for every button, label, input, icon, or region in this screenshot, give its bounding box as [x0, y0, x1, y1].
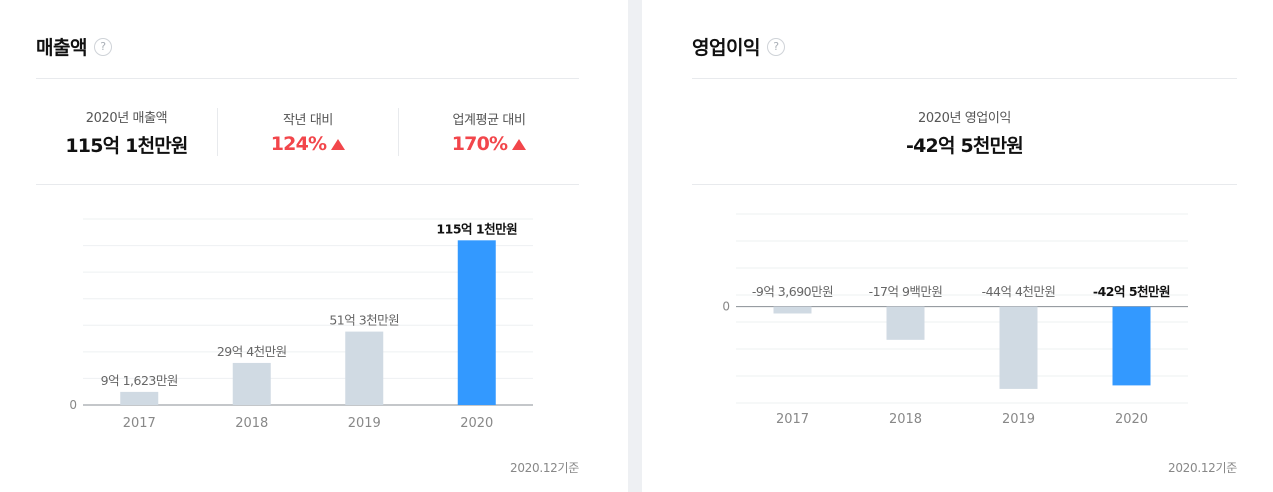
- bar-2020: [1112, 306, 1151, 386]
- operating-panel: 영업이익 ? 2020년 영업이익 -42억 5천만원 0 -9억 3,690만원…: [692, 0, 1237, 492]
- help-icon[interactable]: ?: [93, 37, 112, 56]
- x-tick-label: 2020: [460, 416, 493, 431]
- summary-value-text: 124%: [270, 133, 327, 155]
- bar-2018: [232, 362, 271, 405]
- x-tick-label: 2019: [1002, 412, 1035, 427]
- up-triangle-icon: [512, 138, 527, 150]
- operating-title: 영업이익 ?: [692, 33, 785, 60]
- bar-2017: [773, 306, 812, 314]
- bar-2019: [345, 331, 384, 405]
- summary-value-text: 115억 1천만원: [65, 134, 188, 157]
- summary-operating-2020: 2020년 영업이익 -42억 5천만원: [906, 108, 1024, 158]
- help-icon[interactable]: ?: [766, 37, 785, 56]
- bar-2019: [999, 306, 1038, 389]
- x-tick-label: 2019: [348, 416, 381, 431]
- summary-yoy: 작년 대비 124%: [217, 108, 398, 156]
- data-label: 115억 1천만원: [436, 221, 517, 236]
- summary-value-text: 170%: [451, 133, 508, 155]
- bar-2017: [120, 391, 159, 405]
- data-label: 9억 1,623만원: [101, 373, 178, 388]
- data-label: 51억 3천만원: [329, 313, 399, 328]
- operating-footer: 2020.12기준: [1167, 461, 1237, 475]
- header-divider: [36, 78, 579, 79]
- summary-value: 124%: [271, 133, 346, 155]
- summary-label: 작년 대비: [283, 113, 333, 128]
- summary-revenue-2020: 2020년 매출액 115억 1천만원: [36, 108, 217, 158]
- revenue-bar-chart: 0 9억 1,623만원 2017 29억 4천만원 2018 51억 3천만원 2019 1…: [69, 218, 533, 431]
- x-tick-label: 2018: [889, 412, 922, 427]
- data-label: -17억 9백만원: [869, 284, 943, 299]
- data-label: 29억 4천만원: [217, 344, 287, 359]
- x-tick-label: 2018: [235, 416, 268, 431]
- summary-label: 2020년 매출액: [85, 110, 168, 126]
- bar-2018: [886, 306, 925, 340]
- revenue-title-text: 매출액: [36, 37, 87, 59]
- summary-value: -42억 5천만원: [906, 131, 1024, 158]
- operating-summary: 2020년 영업이익 -42억 5천만원: [692, 80, 1237, 184]
- y-tick-label: 0: [69, 398, 77, 412]
- up-triangle-icon: [331, 138, 346, 150]
- x-tick-label: 2017: [776, 412, 809, 427]
- summary-divider: [692, 184, 1237, 185]
- revenue-footer: 2020.12기준: [509, 461, 579, 475]
- operating-title-text: 영업이익: [692, 37, 760, 59]
- panel-divider: [628, 0, 642, 492]
- data-label: -42억 5천만원: [1093, 284, 1170, 299]
- summary-value: 170%: [452, 133, 527, 155]
- summary-label: 업계평균 대비: [452, 113, 526, 128]
- summary-industry: 업계평균 대비 170%: [398, 108, 579, 156]
- data-label: -44억 4천만원: [982, 284, 1056, 299]
- revenue-title: 매출액 ?: [36, 33, 112, 60]
- y-tick-label: 0: [722, 300, 730, 314]
- operating-bar-chart: 0 -9억 3,690만원 2017 -17억 9백만원 2018 -44억 4천만원 20…: [722, 213, 1188, 427]
- revenue-summary: 2020년 매출액 115억 1천만원 작년 대비 124% 업계평균 대비 1…: [36, 80, 579, 184]
- summary-divider: [36, 184, 579, 185]
- x-tick-label: 2020: [1115, 412, 1148, 427]
- revenue-panel: 매출액 ? 2020년 매출액 115억 1천만원 작년 대비 124% 업계평…: [36, 0, 579, 492]
- summary-value: 115억 1천만원: [65, 131, 188, 158]
- summary-label: 2020년 영업이익: [917, 110, 1011, 126]
- x-tick-label: 2017: [123, 416, 156, 431]
- header-divider: [692, 78, 1237, 79]
- summary-value-text: -42억 5천만원: [906, 134, 1024, 157]
- bar-2020: [457, 240, 496, 405]
- data-label: -9억 3,690만원: [752, 284, 833, 299]
